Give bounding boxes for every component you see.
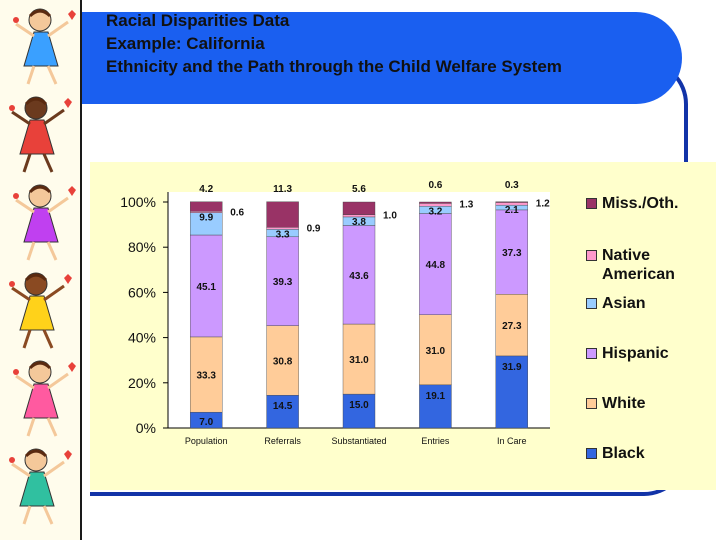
bar-segment-black: [342, 393, 376, 429]
data-label-native: 1.3: [459, 199, 473, 210]
dancing-child-icon: [9, 96, 72, 173]
data-label-black: 19.1: [426, 391, 446, 402]
bar-segment-hispanic: [419, 213, 452, 315]
legend-swatch: [586, 250, 597, 261]
legend-label: Native American: [602, 247, 675, 283]
x-category-label: In Care: [497, 436, 527, 446]
y-tick-label: 0%: [136, 420, 156, 436]
data-label-black: 14.5: [273, 401, 293, 412]
sidebar-illustrations: [9, 8, 76, 525]
data-label-asian: 9.9: [199, 213, 213, 224]
data-label-black: 15.0: [349, 400, 369, 411]
legend-label: Hispanic: [602, 345, 669, 362]
data-label-asian: 2.1: [505, 205, 519, 216]
data-label-native: 0.6: [230, 207, 244, 218]
y-tick-label: 40%: [128, 330, 156, 346]
slide-title: Racial Disparities Data Example: Califor…: [106, 9, 686, 78]
y-tick-label: 100%: [120, 194, 156, 210]
y-tick-label: 60%: [128, 284, 156, 300]
data-label-hispanic: 45.1: [196, 282, 216, 293]
bar-segment-miss: [419, 201, 452, 204]
x-category-label: Substantiated: [331, 436, 386, 446]
x-category-label: Referrals: [264, 436, 301, 446]
title-line-3: Ethnicity and the Path through the Child…: [106, 57, 562, 76]
bar-segment-black: [266, 395, 299, 429]
legend-swatch: [586, 348, 597, 359]
data-label-hispanic: 39.3: [273, 277, 293, 288]
decorative-sidebar: [0, 0, 82, 540]
data-label-asian: 3.8: [352, 217, 366, 228]
title-line-2: Example: California: [106, 34, 265, 53]
bar-segment-native: [266, 227, 299, 230]
bar-segment-miss: [342, 201, 376, 215]
data-label-miss: 4.2: [199, 184, 213, 195]
data-label-white: 27.3: [502, 321, 522, 332]
title-banner: [82, 12, 682, 104]
legend-swatch: [586, 398, 597, 409]
data-label-black: 31.9: [502, 362, 522, 373]
bar-segment-black: [495, 355, 528, 429]
data-label-native: 1.2: [536, 198, 550, 209]
data-label-hispanic: 44.8: [426, 260, 446, 271]
dancing-child-icon: [9, 448, 72, 525]
legend-swatch: [586, 198, 597, 209]
data-label-native: 0.9: [307, 223, 321, 234]
bar-segment-miss: [266, 201, 299, 228]
data-label-native: 1.0: [383, 211, 397, 222]
data-label-asian: 3.2: [428, 206, 442, 217]
data-label-hispanic: 43.6: [349, 271, 369, 282]
data-label-white: 31.0: [349, 355, 369, 366]
legend-label: White: [602, 395, 646, 412]
bar-segment-native: [189, 211, 223, 213]
legend-label: Asian: [602, 295, 646, 312]
data-label-hispanic: 37.3: [502, 248, 522, 259]
data-label-asian: 3.3: [276, 229, 290, 240]
data-label-white: 33.3: [196, 371, 216, 382]
bar-segment-native: [419, 203, 452, 207]
bar-segment-white: [495, 294, 528, 357]
bar-segment-white: [342, 323, 376, 395]
data-label-miss: 0.3: [505, 180, 519, 191]
bar-segment-hispanic: [266, 236, 299, 326]
bar-segment-miss: [495, 201, 528, 203]
y-tick-label: 80%: [128, 239, 156, 255]
dancing-child-icon: [9, 272, 72, 349]
bar-segment-native: [495, 202, 528, 206]
legend-label: Miss./Oth.: [602, 195, 679, 212]
dancing-child-icon: [13, 8, 76, 85]
dancing-child-icon: [13, 360, 76, 437]
bar-segment-hispanic: [342, 225, 376, 325]
x-category-label: Entries: [421, 436, 450, 446]
bar-segment-hispanic: [189, 234, 223, 338]
bar-segment-white: [266, 325, 299, 396]
bar-segment-native: [342, 214, 376, 218]
bar-segment-miss: [189, 201, 223, 212]
x-category-label: Population: [185, 436, 228, 446]
dancing-child-icon: [13, 184, 76, 261]
data-label-white: 31.0: [426, 346, 446, 357]
data-label-miss: 0.6: [428, 180, 442, 191]
data-label-miss: 5.6: [352, 184, 366, 195]
data-label-black: 7.0: [199, 417, 213, 428]
legend-swatch: [586, 298, 597, 309]
data-label-white: 30.8: [273, 356, 293, 367]
data-label-miss: 11.3: [273, 184, 292, 195]
legend-label: Black: [602, 445, 645, 462]
legend-swatch: [586, 448, 597, 459]
bar-segment-black: [419, 384, 452, 429]
title-line-1: Racial Disparities Data: [106, 11, 290, 30]
y-tick-label: 20%: [128, 375, 156, 391]
